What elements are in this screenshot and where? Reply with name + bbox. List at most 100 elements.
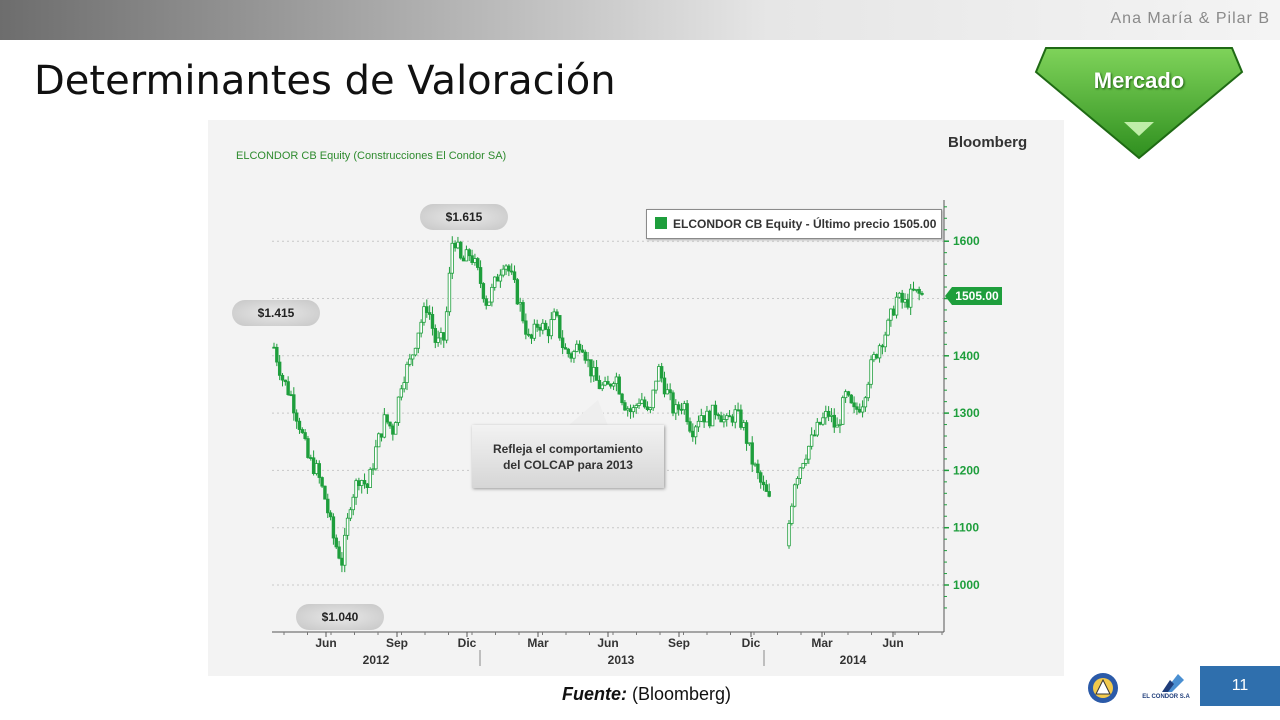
candle-body: [767, 491, 771, 497]
max-price-callout: $1.615: [420, 204, 508, 230]
candle-body: [676, 404, 681, 410]
candle-body: [306, 438, 310, 458]
candle-body: [696, 420, 701, 428]
candle-body: [575, 343, 579, 352]
candle-body: [399, 388, 404, 398]
candle-body: [546, 328, 551, 337]
candle-body: [662, 377, 667, 395]
candle-body: [317, 463, 321, 478]
candle-body: [577, 343, 582, 351]
candle-body: [456, 241, 460, 249]
candle-body: [875, 354, 879, 359]
candle-body: [586, 359, 590, 362]
candle-body: [425, 306, 429, 313]
candle-body: [580, 349, 585, 353]
candle-body: [286, 381, 290, 396]
candle-body: [829, 414, 834, 417]
candle-body: [464, 249, 469, 262]
candle-body: [657, 366, 661, 382]
candle-body: [524, 320, 528, 335]
candle-body: [702, 415, 706, 423]
candle-body: [439, 332, 443, 339]
candle-body: [685, 403, 689, 423]
candle-body: [323, 485, 327, 500]
candle-body: [473, 258, 477, 263]
candle-body: [654, 380, 658, 391]
candle-body: [493, 276, 497, 288]
candle-body: [583, 351, 587, 361]
candle-body: [481, 283, 486, 300]
candle-body: [832, 414, 836, 428]
candle-body: [351, 496, 355, 511]
candle-body: [603, 381, 607, 386]
candle-body: [614, 376, 619, 385]
candle-body: [453, 242, 457, 249]
candle-body: [798, 467, 803, 479]
candle-body: [444, 311, 449, 341]
callout-line-1: Refleja el comportamiento: [492, 441, 644, 456]
candle-body: [416, 332, 421, 349]
candle-body: [759, 472, 763, 483]
candle-body: [628, 408, 633, 413]
candle-body: [911, 288, 916, 291]
candle-body: [860, 406, 865, 413]
authors-label: Ana María & Pilar B: [1110, 10, 1270, 27]
x-year-label: 2013: [608, 653, 635, 667]
candle-body: [433, 328, 437, 343]
candle-body: [894, 296, 899, 316]
candle-body: [815, 421, 820, 436]
candle-body: [809, 434, 814, 447]
candle-body: [747, 442, 752, 445]
candle-body: [617, 376, 621, 395]
candle-body: [549, 319, 554, 337]
candle-body: [665, 389, 670, 395]
candle-body: [764, 484, 769, 492]
candle-body: [385, 414, 389, 423]
candle-body: [391, 425, 395, 435]
candle-body: [334, 537, 338, 548]
candle-body: [753, 463, 757, 466]
candle-body: [877, 345, 882, 359]
page-number: 11: [1200, 666, 1280, 706]
company-logo-text: EL CONDOR S.A: [1142, 694, 1190, 700]
candle-body: [487, 301, 491, 306]
candle-body: [727, 415, 732, 418]
candle-body: [852, 402, 856, 408]
candle-body: [422, 306, 426, 323]
candle-body: [563, 347, 568, 350]
candle-body: [280, 374, 285, 381]
candle-body: [821, 417, 825, 425]
legend-swatch: [655, 217, 667, 229]
candle-body: [459, 241, 463, 259]
candle-body: [320, 477, 324, 487]
candle-body: [348, 509, 353, 519]
x-month-label: Mar: [527, 636, 549, 650]
candle-body: [501, 268, 505, 276]
candle-body: [345, 517, 350, 536]
candle-body: [328, 512, 333, 518]
candle-body: [532, 323, 537, 339]
badge-label: Mercado: [1093, 68, 1185, 93]
candle-body: [693, 426, 698, 438]
candle-body: [892, 308, 896, 316]
candle-body: [526, 333, 531, 336]
candle-body: [303, 432, 307, 439]
candle-body: [597, 379, 602, 390]
source-label: Fuente:: [562, 684, 627, 704]
candle-body: [708, 410, 712, 427]
candle-body: [569, 353, 573, 359]
y-tick-label: 1300: [953, 406, 980, 420]
candle-body: [357, 480, 361, 487]
candle-body: [572, 351, 576, 359]
candle-body: [725, 415, 729, 420]
candle-body: [736, 409, 740, 412]
x-month-label: Sep: [668, 636, 690, 650]
candle-body: [671, 392, 675, 414]
candle-body: [634, 405, 638, 408]
candle-body: [413, 347, 418, 356]
start-price-callout: $1.415: [232, 300, 320, 326]
candle-body: [277, 361, 282, 376]
candle-body: [374, 446, 378, 470]
candle-body: [908, 288, 913, 308]
candle-body: [419, 321, 423, 334]
